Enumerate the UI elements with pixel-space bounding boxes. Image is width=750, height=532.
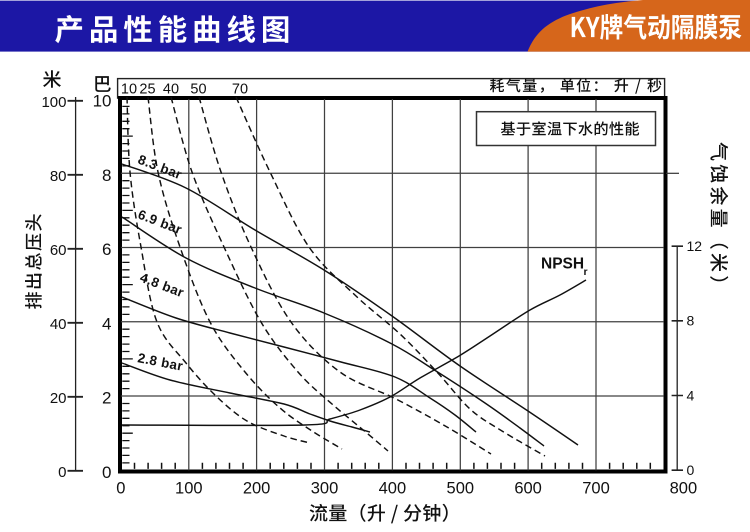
svg-text:0: 0	[687, 462, 695, 478]
svg-text:400: 400	[379, 480, 407, 498]
svg-text:50: 50	[190, 81, 206, 97]
svg-text:10: 10	[121, 81, 137, 97]
svg-text:2: 2	[102, 389, 111, 408]
svg-text:4: 4	[687, 387, 695, 403]
svg-text:20: 20	[50, 390, 67, 407]
svg-text:10: 10	[93, 92, 112, 111]
svg-text:100: 100	[41, 94, 66, 111]
svg-text:0: 0	[58, 464, 66, 481]
svg-text:200: 200	[243, 480, 271, 498]
svg-text:r: r	[584, 266, 588, 278]
svg-text:80: 80	[50, 168, 67, 185]
svg-text:60: 60	[50, 242, 67, 259]
svg-text:0: 0	[116, 480, 125, 498]
svg-text:0: 0	[102, 463, 111, 482]
svg-text:6: 6	[102, 240, 111, 259]
svg-text:12: 12	[687, 238, 703, 254]
svg-text:8: 8	[687, 313, 695, 329]
svg-text:40: 40	[163, 81, 179, 97]
svg-text:300: 300	[311, 480, 339, 498]
svg-text:8: 8	[102, 166, 111, 185]
svg-text:NPSH: NPSH	[541, 256, 584, 273]
svg-text:600: 600	[514, 480, 542, 498]
svg-text:800: 800	[670, 480, 698, 498]
svg-text:500: 500	[447, 480, 475, 498]
svg-text:70: 70	[232, 81, 248, 97]
svg-text:40: 40	[50, 316, 67, 333]
svg-text:100: 100	[175, 480, 203, 498]
svg-text:4: 4	[102, 314, 111, 333]
svg-text:25: 25	[139, 81, 155, 97]
svg-text:700: 700	[582, 480, 610, 498]
